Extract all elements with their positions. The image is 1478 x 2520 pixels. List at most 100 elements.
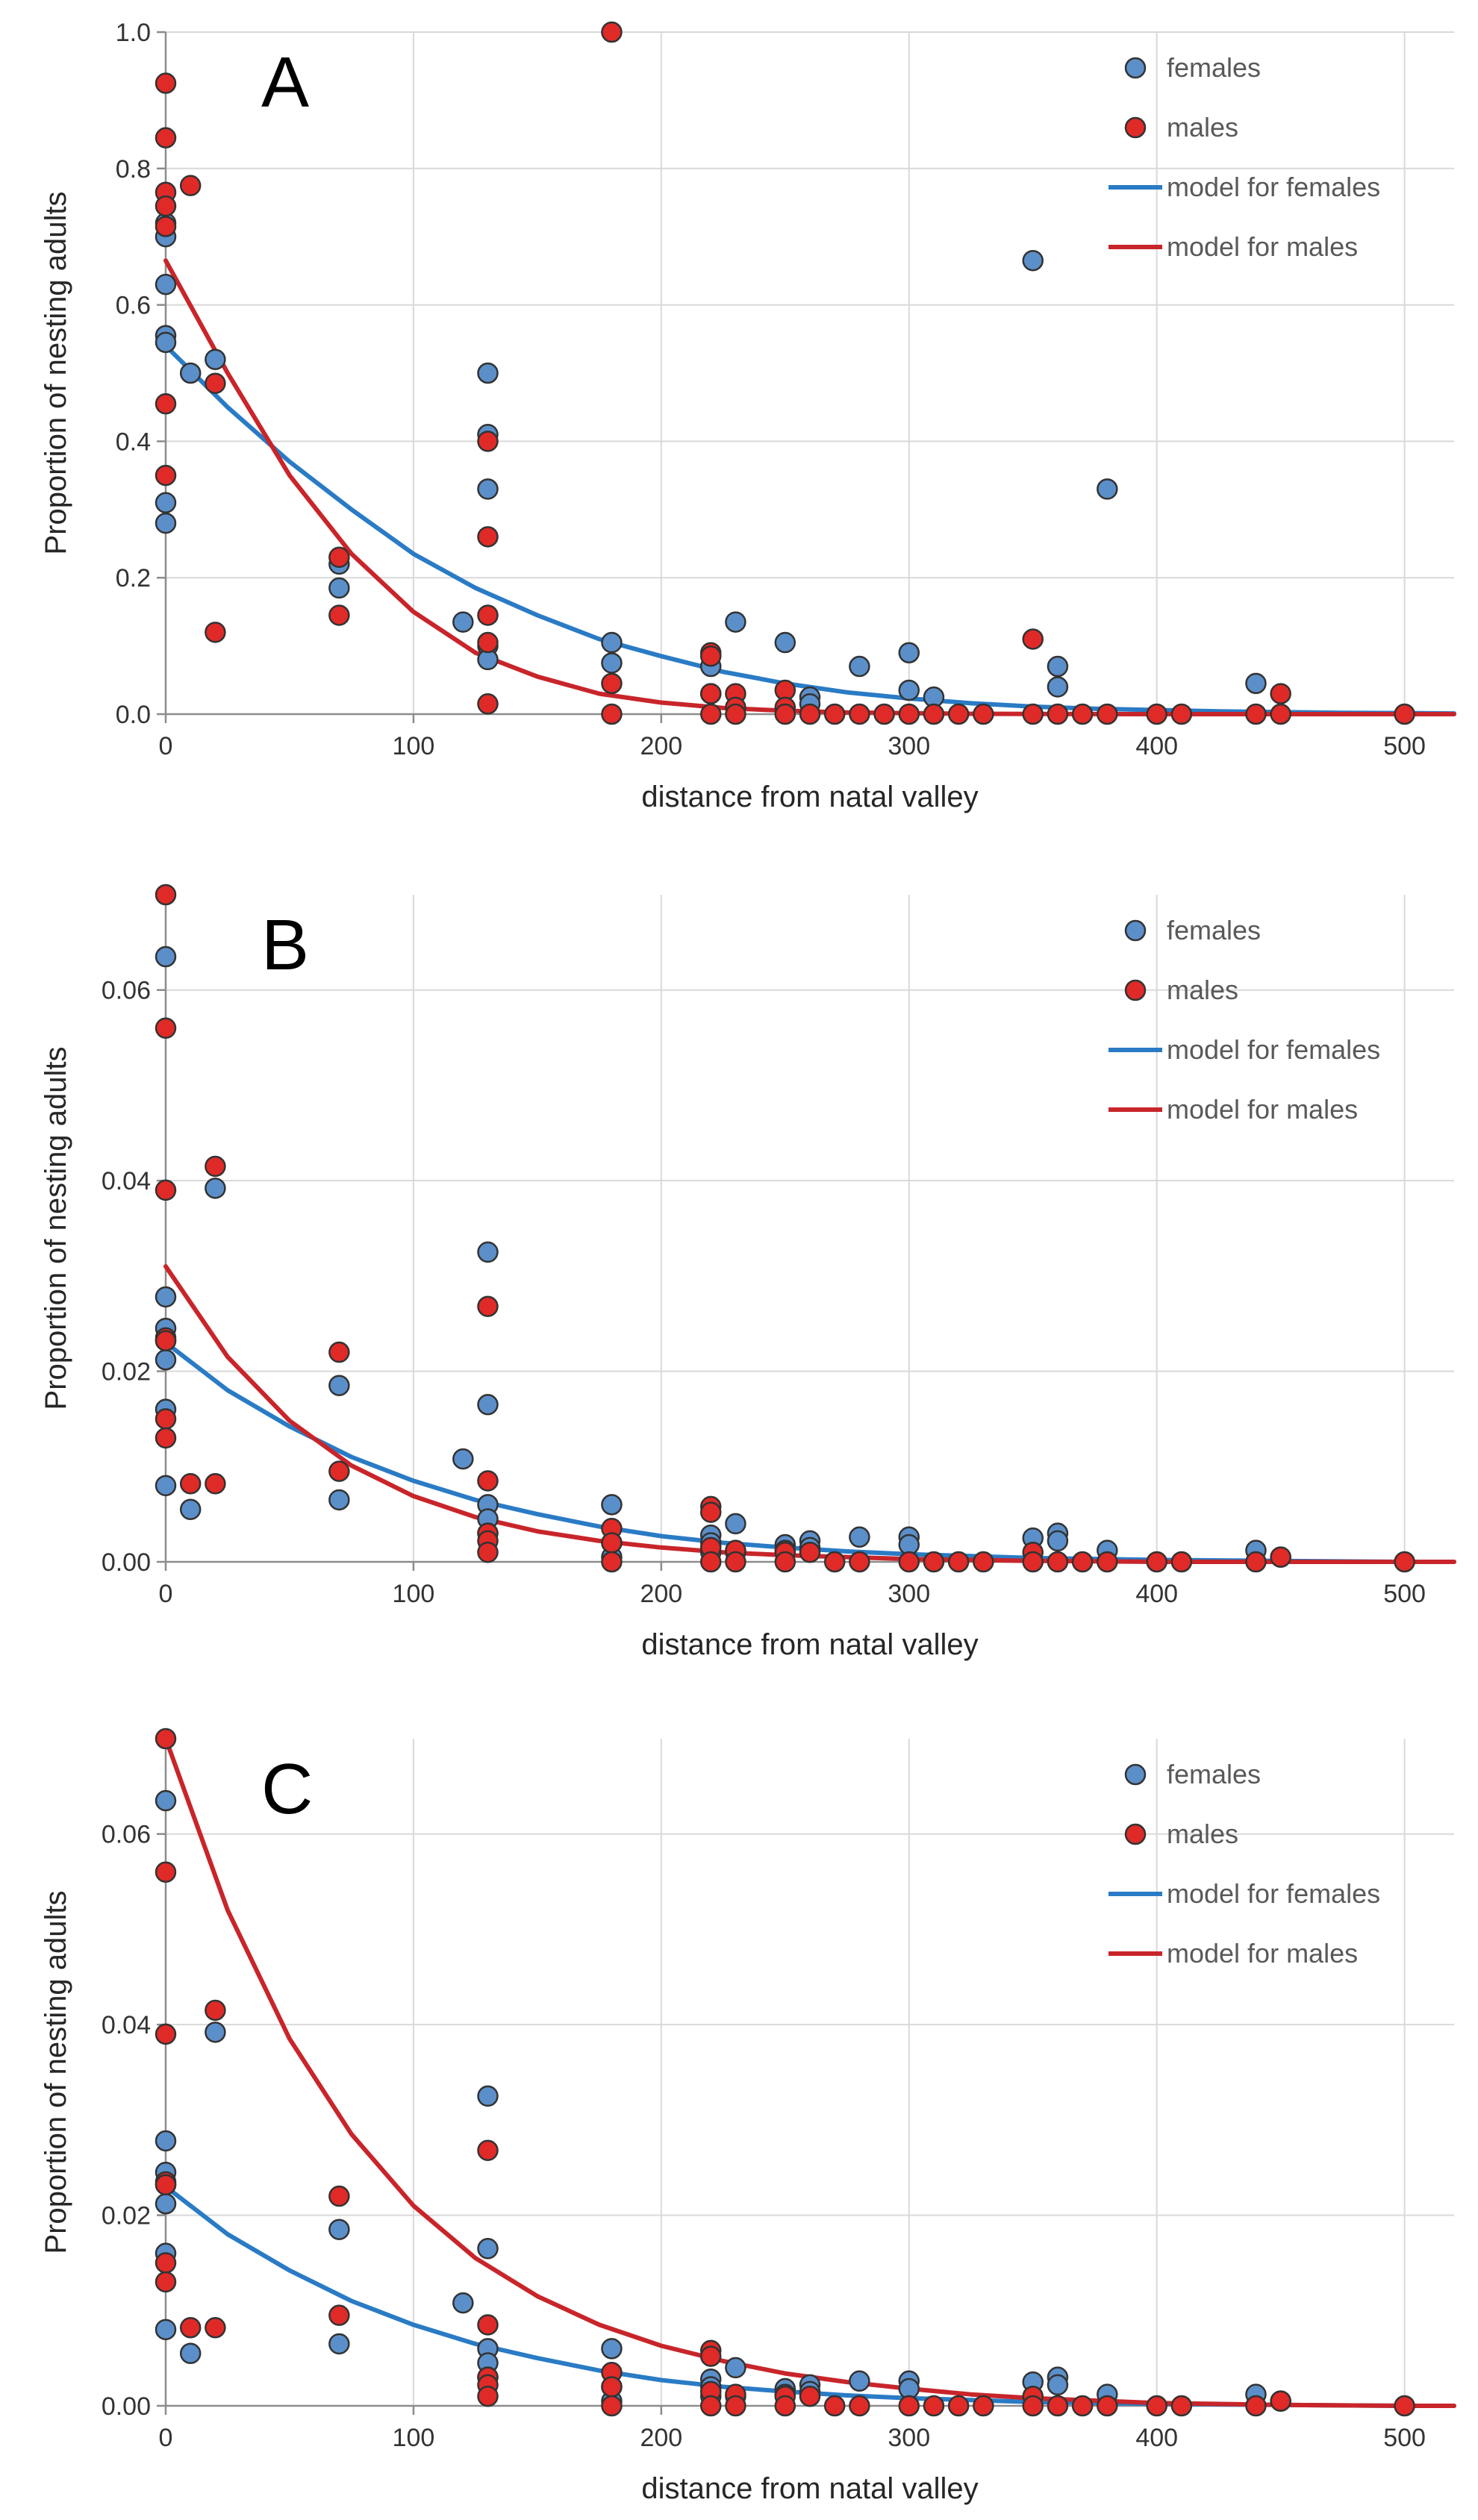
y-tick-label: 0.0 bbox=[116, 701, 151, 729]
data-point-males bbox=[849, 1551, 870, 1573]
data-point-males bbox=[601, 2395, 623, 2417]
data-point-males bbox=[799, 703, 821, 725]
series-line-model-for-males bbox=[163, 258, 1456, 716]
x-tick-label: 100 bbox=[393, 2424, 435, 2452]
data-point-females bbox=[205, 2022, 226, 2043]
y-tick-label: 0.00 bbox=[102, 1548, 151, 1577]
data-point-males bbox=[699, 2345, 722, 2367]
data-point-males bbox=[823, 2395, 846, 2417]
data-point-females bbox=[205, 1178, 226, 1199]
data-point-males bbox=[155, 216, 177, 237]
data-point-females bbox=[155, 2192, 177, 2215]
data-point-females bbox=[849, 2370, 870, 2392]
data-point-males bbox=[1071, 1551, 1094, 1573]
data-point-females bbox=[155, 492, 177, 513]
data-point-females bbox=[155, 945, 177, 968]
data-point-males bbox=[601, 672, 623, 695]
x-axis-label: distance from natal valley bbox=[641, 781, 978, 813]
data-point-males bbox=[155, 2023, 177, 2045]
panel-letter: C bbox=[261, 1749, 313, 1829]
data-point-males bbox=[328, 2185, 350, 2207]
data-point-males bbox=[849, 2395, 870, 2417]
data-point-males bbox=[1146, 2395, 1167, 2417]
legend-label-males: males bbox=[1167, 112, 1238, 143]
data-point-males bbox=[477, 631, 499, 654]
data-point-males bbox=[1022, 2395, 1044, 2417]
data-point-males bbox=[1270, 683, 1291, 704]
data-point-females bbox=[1047, 1530, 1069, 1552]
data-point-males bbox=[477, 2385, 499, 2407]
data-point-males bbox=[947, 2395, 970, 2417]
series-line-model-for-females bbox=[163, 2184, 1456, 2408]
legend-marker-males bbox=[1124, 979, 1147, 1001]
data-point-males bbox=[155, 1427, 177, 1449]
data-point-females bbox=[898, 679, 920, 701]
data-point-males bbox=[1394, 703, 1415, 725]
data-point-females bbox=[328, 1375, 350, 1396]
data-point-males bbox=[155, 2174, 177, 2195]
x-tick-label: 500 bbox=[1383, 2424, 1426, 2452]
data-point-males bbox=[205, 372, 226, 394]
data-point-females bbox=[1047, 676, 1069, 698]
data-point-males bbox=[1071, 703, 1094, 725]
legend-label-model-for-males: model for males bbox=[1167, 231, 1358, 262]
x-tick-label: 300 bbox=[888, 732, 930, 760]
data-point-males bbox=[774, 2395, 796, 2417]
data-point-males bbox=[1270, 1546, 1291, 1568]
legend-label-model-for-females: model for females bbox=[1167, 1034, 1380, 1065]
data-point-females bbox=[1047, 2374, 1069, 2396]
data-point-males bbox=[1047, 2395, 1069, 2417]
y-tick-label: 0.6 bbox=[116, 292, 151, 320]
data-point-males bbox=[898, 2395, 920, 2417]
data-point-males bbox=[601, 1551, 623, 1573]
legend: females males model for females model for m… bbox=[1108, 52, 1380, 262]
y-tick-label: 0.06 bbox=[102, 1821, 151, 1849]
data-point-males bbox=[1146, 1551, 1167, 1573]
data-point-females bbox=[477, 362, 499, 384]
data-point-females bbox=[1245, 672, 1267, 695]
data-point-males bbox=[725, 2395, 746, 2417]
data-point-males bbox=[774, 703, 796, 725]
data-point-females bbox=[601, 652, 623, 674]
data-point-males bbox=[328, 604, 350, 626]
data-point-males bbox=[1170, 2395, 1193, 2417]
data-point-males bbox=[155, 884, 177, 906]
data-point-females bbox=[155, 2130, 177, 2152]
data-point-males bbox=[1394, 2395, 1415, 2417]
legend-label-model-for-females: model for females bbox=[1167, 1878, 1380, 1909]
chart-panel-c: 0 100 200 300 400 500 0.00 0.02 0.04 0.06 distance… bbox=[40, 1728, 1456, 2505]
data-point-females bbox=[205, 348, 226, 370]
data-point-males bbox=[699, 683, 722, 704]
data-point-males bbox=[155, 72, 177, 94]
x-tick-label: 0 bbox=[159, 1580, 173, 1608]
data-point-females bbox=[601, 2338, 623, 2360]
legend-label-males: males bbox=[1167, 975, 1238, 1005]
data-point-males bbox=[1170, 703, 1193, 725]
data-point-males bbox=[973, 703, 994, 725]
data-point-females bbox=[328, 1489, 350, 1511]
data-point-males bbox=[699, 645, 722, 667]
legend-label-females: females bbox=[1167, 915, 1261, 945]
data-point-females bbox=[155, 1789, 177, 1812]
legend-marker-males bbox=[1124, 1823, 1147, 1845]
x-axis-label: distance from natal valley bbox=[641, 1628, 978, 1661]
data-point-males bbox=[155, 1330, 177, 1351]
data-point-males bbox=[973, 2395, 994, 2417]
data-point-males bbox=[179, 2317, 202, 2339]
data-point-males bbox=[1071, 2395, 1094, 2417]
data-point-males bbox=[799, 2385, 821, 2407]
data-point-males bbox=[477, 1470, 499, 1492]
chart-panel-b: 0 100 200 300 400 500 0.00 0.02 0.04 0.06 distance… bbox=[40, 884, 1456, 1661]
data-point-males bbox=[155, 1408, 177, 1430]
data-point-females bbox=[601, 1494, 623, 1516]
data-point-males bbox=[1097, 2395, 1118, 2417]
x-tick-label: 0 bbox=[159, 732, 173, 760]
data-point-males bbox=[328, 546, 350, 569]
x-tick-label: 100 bbox=[393, 1580, 435, 1608]
series-line-model-for-females bbox=[163, 1340, 1456, 1564]
data-point-females bbox=[179, 1498, 202, 1521]
data-point-males bbox=[1170, 1551, 1193, 1573]
data-point-males bbox=[898, 703, 920, 725]
x-tick-label: 100 bbox=[393, 732, 435, 760]
data-point-females bbox=[725, 2357, 746, 2379]
